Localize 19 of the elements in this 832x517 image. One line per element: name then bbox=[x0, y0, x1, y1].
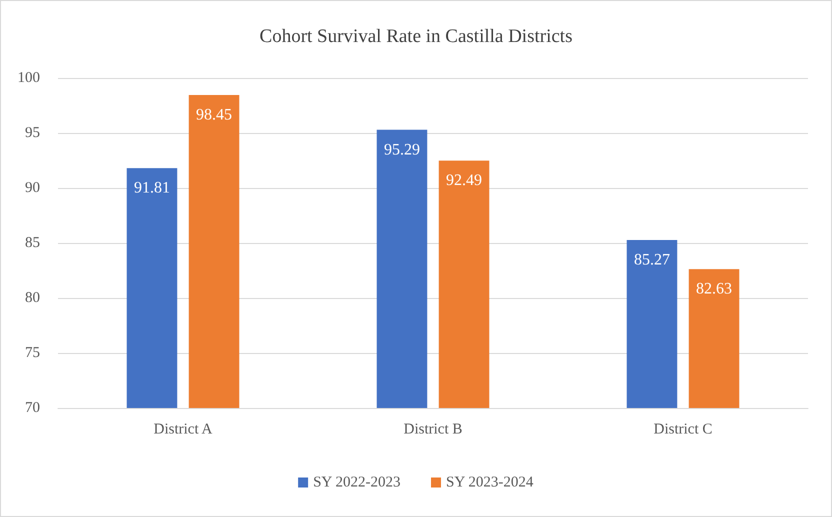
y-tick-label: 85 bbox=[25, 235, 40, 251]
y-tick-label: 70 bbox=[25, 400, 40, 416]
y-tick-label: 100 bbox=[18, 70, 40, 86]
data-label: 98.45 bbox=[196, 106, 232, 124]
y-tick-label: 90 bbox=[25, 180, 40, 196]
x-tick-label: District B bbox=[404, 422, 462, 438]
data-label: 82.63 bbox=[696, 280, 732, 298]
data-label: 91.81 bbox=[134, 180, 170, 197]
data-label: 92.49 bbox=[446, 172, 482, 190]
x-tick-label: District C bbox=[654, 422, 712, 438]
data-label: 95.29 bbox=[384, 141, 420, 158]
x-tick-label: District A bbox=[154, 422, 213, 438]
data-label: 85.27 bbox=[634, 252, 670, 269]
y-tick-label: 95 bbox=[25, 125, 40, 141]
y-tick-label: 80 bbox=[25, 290, 40, 306]
chart-title: Cohort Survival Rate in Castilla Districts bbox=[260, 26, 572, 47]
y-tick-label: 75 bbox=[25, 345, 40, 361]
legend-label: SY 2022-2023 bbox=[313, 474, 400, 490]
legend-label: SY 2023-2024 bbox=[446, 474, 534, 490]
